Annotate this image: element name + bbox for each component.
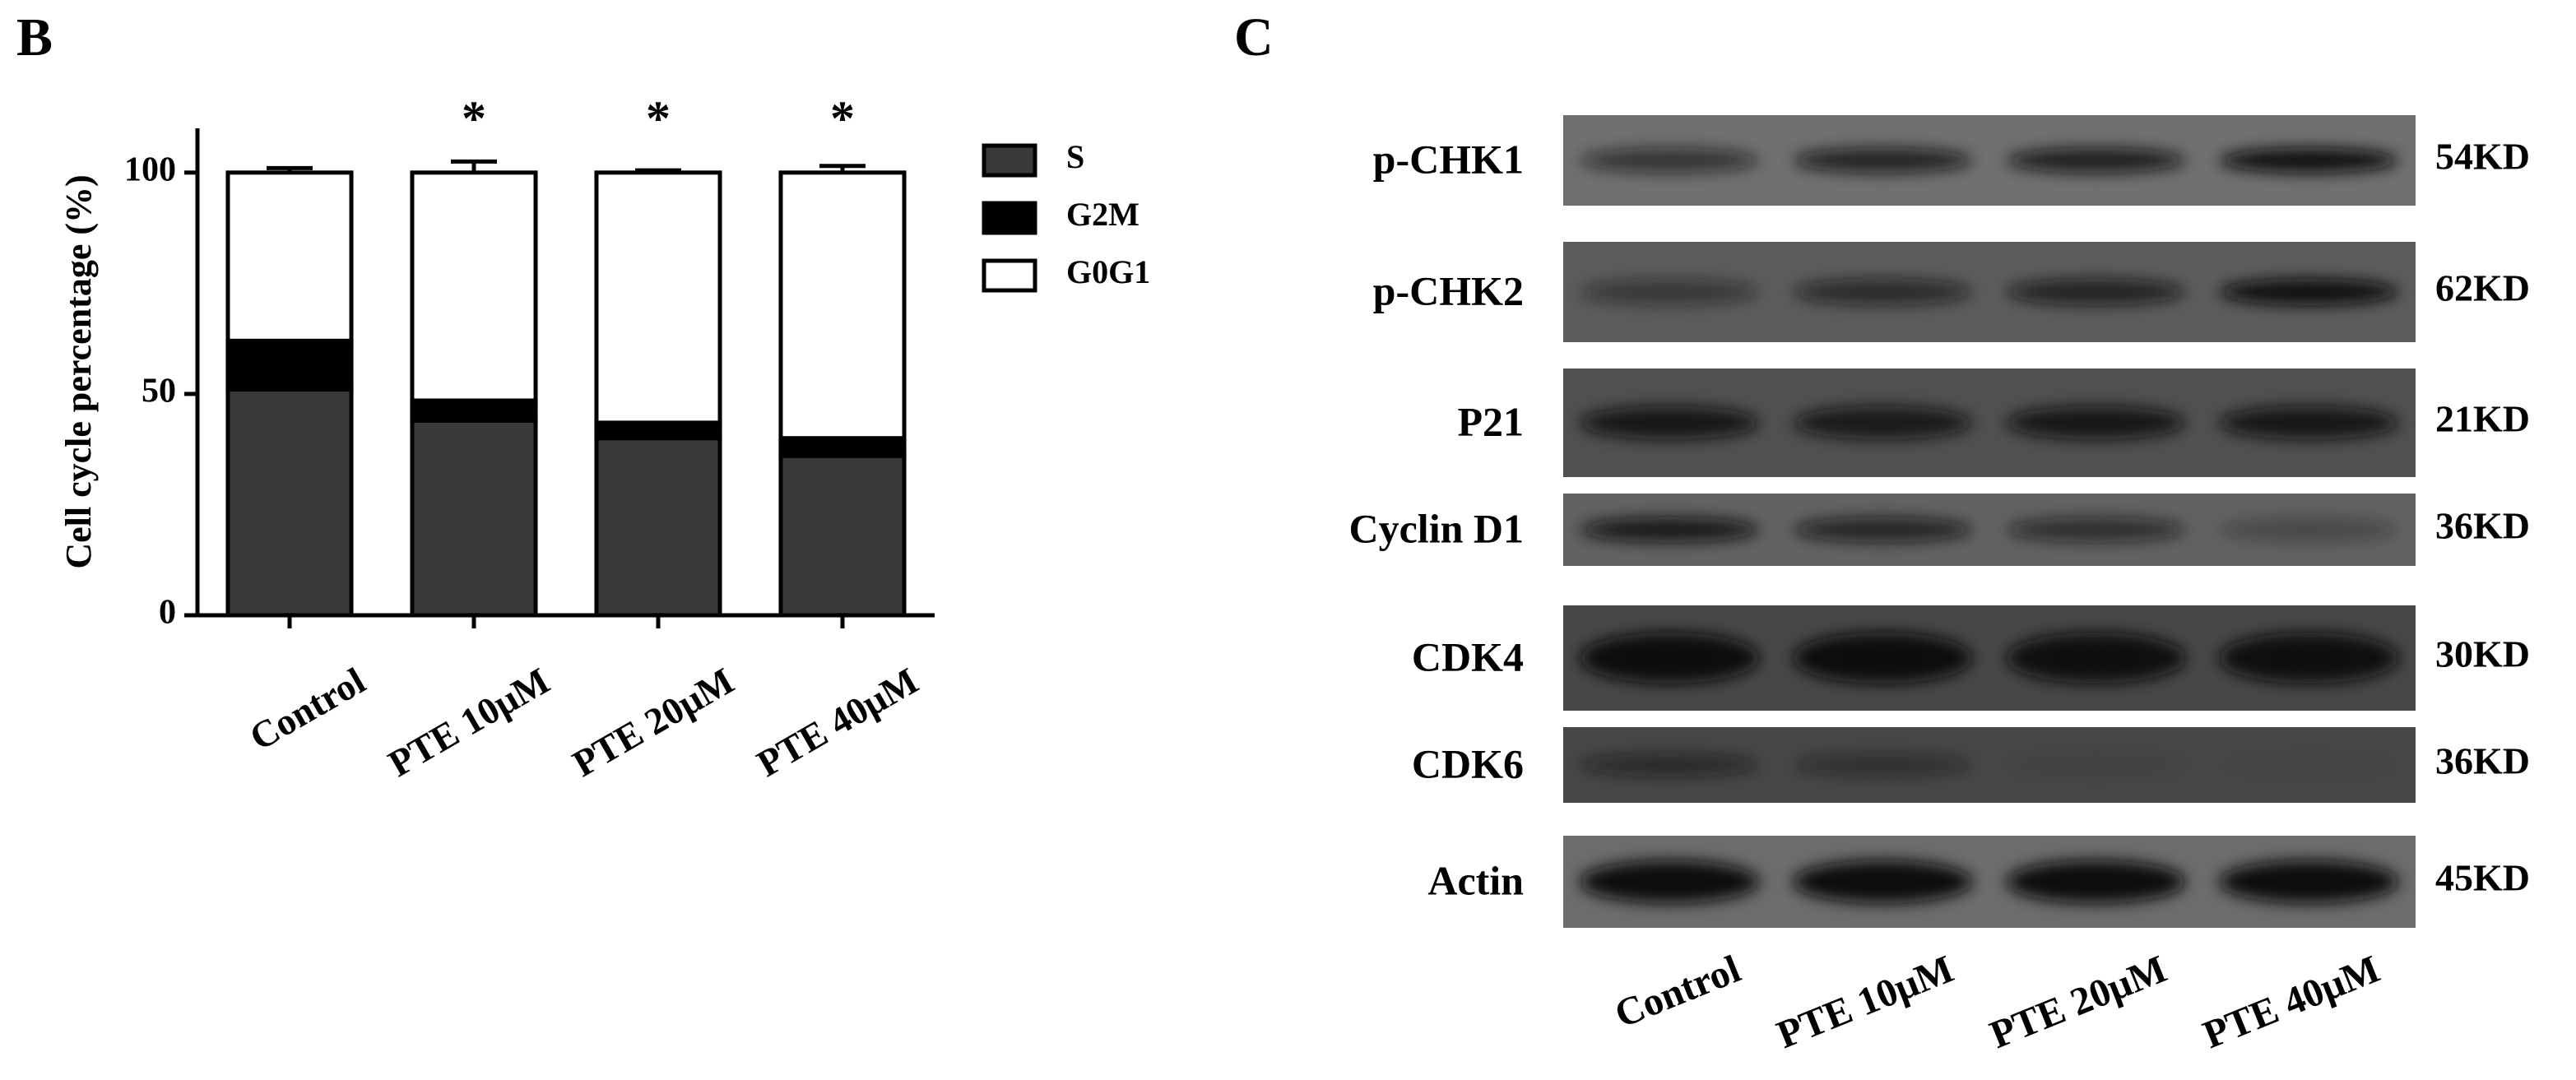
- blot-band: [2219, 517, 2399, 542]
- legend-swatch: [982, 201, 1037, 235]
- bar-segment: [778, 170, 907, 441]
- significance-mark: *: [646, 91, 671, 146]
- bar-segment: [225, 338, 354, 392]
- y-tick-label: 100: [124, 151, 176, 188]
- bar-segment: [594, 436, 722, 618]
- panel-label: B: [16, 7, 53, 67]
- blot-band: [2219, 148, 2399, 173]
- bar-segment: [778, 436, 907, 458]
- size-label: 21KD: [2435, 398, 2530, 440]
- blot-band: [1580, 753, 1760, 776]
- x-tick-label: PTE 10μM: [381, 660, 556, 785]
- legend-label: G0G1: [1066, 253, 1150, 290]
- x-tick-label: PTE 20μM: [565, 660, 740, 785]
- blot-band: [1580, 517, 1760, 542]
- blot-band: [2006, 406, 2186, 439]
- blot-band: [1793, 148, 1973, 173]
- blot-band: [2006, 633, 2186, 684]
- error-bar: [819, 164, 866, 173]
- significance-mark: *: [830, 91, 855, 146]
- blot-band: [1793, 860, 1973, 903]
- y-axis-label: Cell cycle percentage (%): [58, 174, 99, 568]
- blot-band: [2219, 406, 2399, 439]
- blot-band: [2006, 148, 2186, 173]
- protein-label: CDK6: [1412, 740, 1524, 786]
- blot-band: [1793, 279, 1973, 305]
- lane-label: PTE 10μM: [1771, 947, 1959, 1057]
- error-bar: [635, 168, 681, 173]
- size-label: 36KD: [2435, 505, 2530, 547]
- error-bar: [451, 159, 497, 173]
- bar-segment: [225, 387, 354, 618]
- blot-band: [2219, 860, 2399, 903]
- protein-label: P21: [1457, 398, 1524, 444]
- bar-segment: [778, 453, 907, 618]
- size-label: 30KD: [2435, 633, 2530, 675]
- protein-label: Cyclin D1: [1349, 505, 1525, 551]
- protein-label: CDK4: [1412, 633, 1524, 679]
- y-tick-label: 0: [159, 594, 176, 632]
- blot-band: [1580, 148, 1760, 173]
- error-bar: [267, 165, 313, 173]
- bar-segment: [410, 170, 538, 403]
- blot-band: [1580, 406, 1760, 439]
- blot-band: [2219, 753, 2399, 776]
- protein-label: p-CHK2: [1373, 267, 1524, 313]
- size-label: 62KD: [2435, 267, 2530, 309]
- panel-label: C: [1234, 7, 1274, 67]
- blot-band: [2006, 860, 2186, 903]
- size-label: 45KD: [2435, 857, 2530, 899]
- y-tick-label: 50: [142, 373, 176, 410]
- bar-segment: [410, 398, 538, 423]
- bar-segment: [225, 170, 354, 343]
- blot-band: [1580, 860, 1760, 903]
- lane-label: Control: [1608, 947, 1746, 1036]
- legend-label: G2M: [1066, 196, 1139, 233]
- blot-band: [1580, 279, 1760, 305]
- size-label: 54KD: [2435, 136, 2530, 178]
- legend-label: S: [1066, 138, 1084, 175]
- blot-band: [2006, 753, 2186, 776]
- significance-mark: *: [462, 91, 486, 146]
- blot-band: [2219, 279, 2399, 305]
- lane-label: PTE 20μM: [1984, 947, 2172, 1057]
- size-label: 36KD: [2435, 740, 2530, 782]
- bar-segment: [410, 418, 538, 618]
- bar-segment: [594, 420, 722, 441]
- blot-band: [2006, 517, 2186, 542]
- bar-segment: [594, 170, 722, 425]
- legend-swatch: [982, 143, 1037, 178]
- protein-label: Actin: [1427, 857, 1524, 903]
- blot-band: [1793, 633, 1973, 684]
- blot-band: [2006, 279, 2186, 305]
- blot-band: [1793, 753, 1973, 776]
- blot-band: [1793, 517, 1973, 542]
- x-tick-label: PTE 40μM: [750, 660, 925, 785]
- lane-label: PTE 40μM: [2197, 947, 2385, 1057]
- legend-swatch: [982, 258, 1037, 293]
- protein-label: p-CHK1: [1373, 136, 1524, 182]
- x-tick-label: Control: [243, 660, 373, 758]
- blot-band: [1580, 633, 1760, 684]
- blot-band: [1793, 406, 1973, 439]
- blot-band: [2219, 633, 2399, 684]
